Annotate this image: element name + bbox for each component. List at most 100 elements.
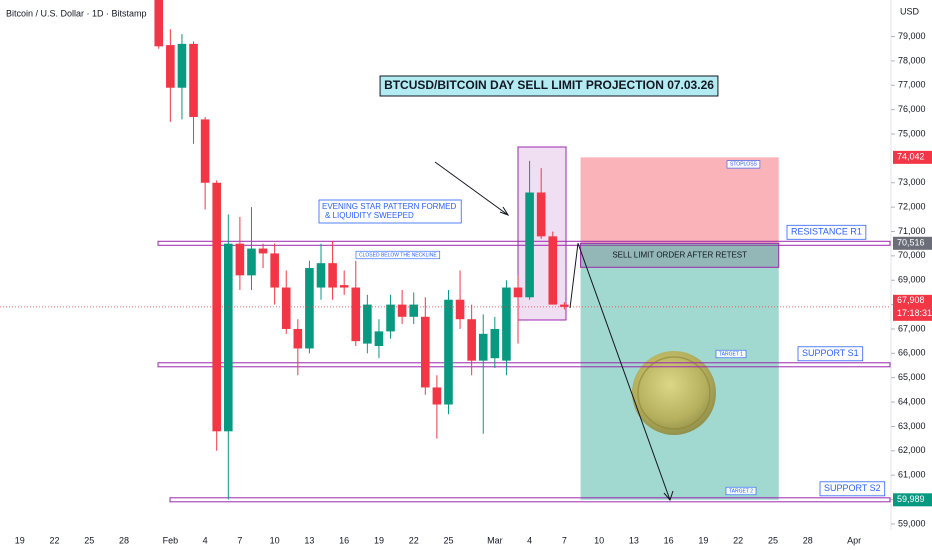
candle-body — [478, 333, 488, 361]
candle-body — [467, 319, 476, 361]
x-tick-label: 28 — [119, 535, 129, 545]
stop-zone — [580, 157, 779, 244]
price-label: 67,908 — [897, 295, 925, 305]
candle-body — [536, 192, 546, 237]
level-line — [157, 362, 891, 368]
neckline-label: CLOSED BELOW THE NECKLINE — [359, 252, 437, 258]
pattern-label: EVENING STAR PATTERN FORMED — [322, 202, 456, 211]
candle-body — [258, 248, 268, 254]
x-tick-label: 25 — [443, 535, 453, 545]
y-tick-label: 79,000 — [898, 31, 926, 41]
price-label-bg — [893, 294, 932, 321]
candle-body — [490, 328, 500, 359]
y-tick-label: 71,000 — [898, 226, 926, 236]
price-label: 59,989 — [897, 494, 925, 504]
price-label: 70,516 — [897, 238, 925, 248]
chart-title: Bitcoin / U.S. Dollar · 1D · Bitstamp — [6, 8, 147, 18]
x-tick-label: 13 — [629, 535, 639, 545]
candle-body — [351, 287, 361, 342]
candle-body — [270, 253, 279, 288]
candle-body — [281, 287, 291, 329]
y-tick-label: 78,000 — [898, 55, 926, 65]
y-tick-label: 67,000 — [898, 323, 926, 333]
candle-body — [339, 285, 349, 288]
candle-body — [386, 304, 395, 332]
candle-body — [154, 0, 164, 47]
x-tick-label: 25 — [84, 535, 94, 545]
level-label-box — [797, 346, 864, 362]
candle-body — [189, 43, 198, 117]
x-tick-label: Feb — [163, 535, 179, 545]
candle-body — [420, 316, 430, 388]
candle-body — [305, 268, 314, 349]
price-label: 74,042 — [897, 152, 925, 162]
x-tick-label: 22 — [49, 535, 59, 545]
projection-box — [379, 75, 719, 97]
y-tick-label: 73,000 — [898, 177, 926, 187]
x-tick-label: 19 — [374, 535, 384, 545]
x-tick-label: 28 — [803, 535, 813, 545]
y-tick-label: 77,000 — [898, 80, 926, 90]
y-tick-label: 66,000 — [898, 348, 926, 358]
candle-body — [235, 243, 245, 276]
target2-label: TARGET 2 — [729, 488, 753, 494]
candle-body — [166, 45, 175, 88]
price-label-bg — [893, 236, 932, 250]
target2-label-box — [725, 486, 757, 496]
candle-body — [397, 304, 407, 317]
price-label-bg — [893, 493, 932, 507]
x-tick-label: 19 — [15, 535, 25, 545]
price-label-bg — [893, 150, 932, 164]
stoploss-label-box — [726, 160, 761, 169]
x-tick-label: 4 — [527, 535, 532, 545]
candle-body — [409, 304, 419, 317]
candle-body — [247, 248, 256, 276]
entry-box — [580, 242, 780, 268]
y-tick-label: 72,000 — [898, 202, 926, 212]
entry-label: SELL LIMIT ORDER AFTER RETEST — [612, 250, 747, 259]
candle-body — [328, 263, 337, 288]
candle-body — [444, 299, 453, 405]
pattern-box — [318, 199, 462, 224]
x-tick-label: 10 — [270, 535, 280, 545]
level-label-box — [786, 224, 867, 240]
y-tick-label: 65,000 — [898, 372, 926, 382]
candle-body — [374, 331, 384, 347]
y-tick-label: 63,000 — [898, 421, 926, 431]
projection-arrow — [569, 243, 674, 501]
x-tick-label: 25 — [768, 535, 778, 545]
level-line — [169, 497, 891, 503]
neckline-label-box — [355, 250, 441, 260]
target1-label: TARGET 1 — [719, 351, 743, 357]
candle-body — [548, 236, 558, 305]
target1-label-box — [715, 349, 747, 359]
x-tick-label: 10 — [594, 535, 604, 545]
bitcoin-coin-rim — [637, 356, 711, 430]
x-tick-label: 19 — [698, 535, 708, 545]
projection-title: BTCUSD/BITCOIN DAY SELL LIMIT PROJECTION… — [384, 78, 714, 92]
y-tick-label: 70,000 — [898, 250, 926, 260]
stoploss-label: STOPLOSS — [730, 162, 758, 168]
y-tick-label: 76,000 — [898, 104, 926, 114]
level-line — [157, 240, 891, 246]
candle-body — [223, 243, 233, 432]
y-tick-label: 75,000 — [898, 128, 926, 138]
x-tick-label: 16 — [664, 535, 674, 545]
y-tick-label: 61,000 — [898, 470, 926, 480]
arrow — [434, 161, 510, 216]
level-label: SUPPORT S2 — [824, 483, 881, 493]
x-tick-label: 16 — [339, 535, 349, 545]
currency: USD — [900, 6, 920, 16]
candle-body — [560, 304, 569, 307]
level-label-box — [819, 481, 886, 497]
candle-body — [177, 43, 187, 88]
x-tick-label: 13 — [304, 535, 314, 545]
candle-body — [525, 192, 534, 298]
y-tick-label: 62,000 — [898, 445, 926, 455]
bitcoin-coin — [632, 351, 716, 435]
x-tick-label: Mar — [487, 535, 503, 545]
y-tick-label: 59,000 — [898, 518, 926, 528]
candle-body — [363, 304, 372, 344]
pattern-label: & LIQUIDITY SWEEPED — [325, 211, 414, 220]
